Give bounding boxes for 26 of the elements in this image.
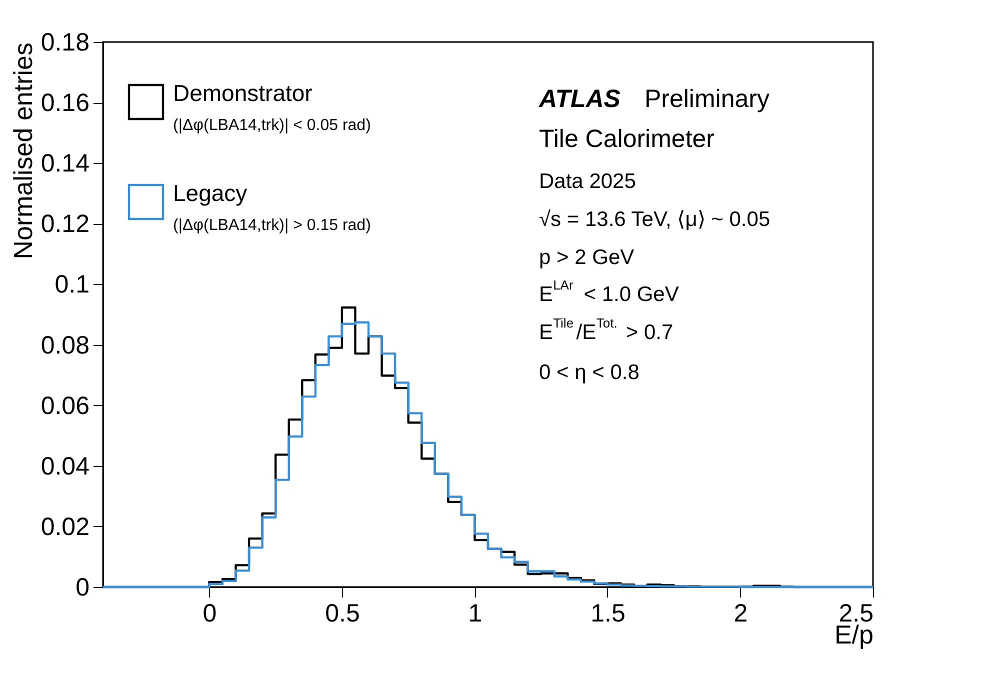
y-tick-label: 0.06 <box>40 392 90 420</box>
x-tick-label: 1.5 <box>590 600 626 628</box>
y-axis-title: Normalised entries <box>8 42 38 260</box>
x-tick-label: 1 <box>468 600 482 628</box>
y-tick-label: 0 <box>76 574 90 602</box>
legend-label: Legacy <box>173 180 248 206</box>
annotation: p > 2 GeV <box>539 246 634 269</box>
y-tick-label: 0.14 <box>40 150 90 178</box>
y-tick-label: 0.12 <box>40 210 90 238</box>
annotation: 0 < η < 0.8 <box>539 361 640 384</box>
x-tick-label: 0 <box>202 600 217 628</box>
y-tick-label: 0.02 <box>40 512 90 541</box>
annotation: ATLAS Preliminary <box>538 85 770 113</box>
y-tick-label: 0.08 <box>40 331 90 360</box>
annotation: (|Δφ(LBA14,trk)| > 0.15 rad) <box>173 217 371 234</box>
y-tick-label: 0.16 <box>40 89 90 118</box>
legend-label: Demonstrator <box>173 80 313 106</box>
y-tick-label: 0.18 <box>40 28 90 56</box>
x-tick-label: 2 <box>734 600 748 628</box>
annotation: Tile Calorimeter <box>539 125 715 153</box>
annotation: Data 2025 <box>539 170 636 193</box>
x-tick-label: 0.5 <box>325 600 360 628</box>
y-tick-label: 0.1 <box>54 270 90 299</box>
annotation: (|Δφ(LBA14,trk)| < 0.05 rad) <box>173 117 371 134</box>
y-tick-label: 0.04 <box>40 452 90 480</box>
annotation: √s = 13.6 TeV, ⟨μ⟩ ~ 0.05 <box>539 208 770 231</box>
